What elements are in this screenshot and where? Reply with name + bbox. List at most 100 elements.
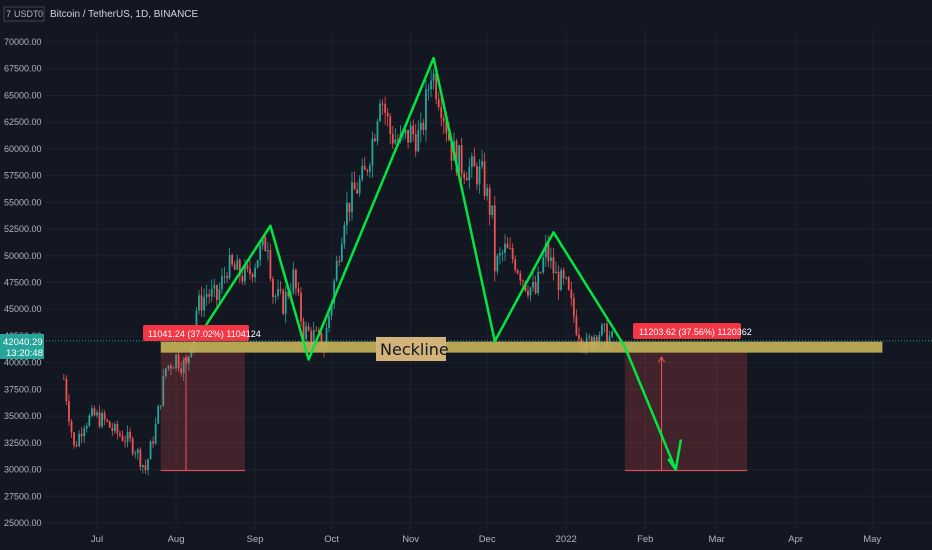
candle-body [598, 335, 601, 343]
candle-body [149, 441, 152, 460]
candle-body [300, 292, 302, 322]
currency-badge[interactable] [3, 6, 45, 22]
x-tick-label: 2022 [556, 534, 577, 545]
candle-body [353, 182, 356, 190]
y-tick-label: 50000.00 [4, 251, 42, 261]
candle-body [445, 121, 448, 134]
candle-body [465, 178, 468, 181]
candle-body [391, 134, 394, 144]
candle-body [113, 423, 116, 432]
candle-body [213, 285, 216, 289]
y-tick-label: 40000.00 [4, 358, 42, 368]
head-and-shoulders-pattern [197, 56, 683, 471]
candle-body [333, 280, 336, 304]
candle-body [261, 236, 264, 246]
candle-body [450, 140, 453, 161]
candle-body [348, 202, 351, 213]
candle-body [552, 257, 555, 274]
candle-body [284, 291, 287, 314]
candle-body [455, 141, 458, 173]
right-measure-label-bg [633, 323, 741, 339]
candle-body [195, 310, 198, 329]
candle-body [62, 378, 65, 380]
candle-body [292, 269, 295, 293]
candle-body [588, 336, 591, 338]
candle-body [85, 425, 88, 429]
candle-body [483, 161, 486, 197]
candle-body [129, 431, 132, 439]
candle-body [516, 270, 519, 274]
currency-prefix: 7 [6, 9, 11, 19]
candle-body [442, 117, 445, 122]
candle-body [368, 165, 371, 172]
candle-body [519, 273, 522, 281]
candle-body [136, 449, 139, 454]
chart-title: Bitcoin / TetherUS, 1D, BINANCE [50, 9, 199, 20]
candle-body [119, 433, 121, 436]
candle-body [511, 248, 514, 260]
candle-body [124, 440, 126, 442]
candle-body [427, 89, 430, 91]
candle-body [269, 250, 272, 279]
candle-body [555, 271, 557, 274]
candle-body [560, 270, 562, 291]
candle-body [317, 330, 320, 333]
candle-body [221, 276, 223, 290]
candle-body [356, 189, 358, 194]
candle-body [80, 433, 83, 437]
candle-body [463, 173, 466, 179]
candle-body [412, 125, 415, 135]
candle-body [251, 273, 254, 278]
candle-body [310, 330, 313, 343]
candle-body [106, 419, 109, 422]
y-axis: 70000.00 67500.00 65000.00 62500.00 60000.00… [4, 37, 42, 528]
candle-body [142, 465, 144, 468]
candle-body [223, 275, 226, 277]
currency-label: USDT [14, 9, 39, 19]
x-tick-label: Aug [168, 534, 185, 545]
candle-body [272, 278, 274, 298]
candle-body [432, 73, 435, 81]
measure-arrow-head [658, 356, 665, 363]
candle-body [228, 254, 231, 279]
candle-body [470, 156, 473, 167]
candle-body [88, 415, 91, 426]
x-tick-label: Sep [247, 534, 264, 545]
candle-body [521, 280, 524, 282]
candle-body [542, 257, 545, 273]
y-tick-label: 52500.00 [4, 224, 42, 234]
candle-body [335, 260, 338, 281]
x-axis: Jul Aug Sep Oct Nov Dec 2022 Feb Mar Apr May [91, 534, 881, 545]
y-tick-label: 32500.00 [4, 438, 42, 448]
candle-body [152, 441, 154, 444]
right-measure-label: 11203.62 (37.56%) 1120362 [639, 327, 752, 337]
candle-body [305, 326, 307, 340]
candle-body [534, 282, 537, 294]
candle-body [386, 112, 389, 117]
candle-body [277, 289, 279, 297]
candle-body [481, 161, 483, 167]
candle-body [437, 99, 440, 108]
candle-body [550, 257, 552, 261]
candle-body [73, 432, 75, 446]
y-tick-label: 57500.00 [4, 171, 42, 181]
candle-body [527, 290, 529, 296]
y-tick-label: 35000.00 [4, 411, 42, 421]
y-tick-label: 27500.00 [4, 491, 42, 501]
candle-body [435, 73, 438, 100]
candle-body [499, 253, 501, 256]
candle-body [371, 138, 374, 166]
y-tick-label: 30000.00 [4, 465, 42, 475]
candle-body [603, 323, 606, 325]
candle-body [343, 224, 346, 245]
pattern-line [197, 56, 677, 471]
candle-body [200, 295, 203, 311]
candle-body [529, 287, 532, 296]
candle-body [103, 413, 106, 420]
current-price-tag [0, 334, 44, 359]
candle-body [440, 107, 443, 118]
candle-body [264, 236, 267, 252]
y-tick-label: 47500.00 [4, 278, 42, 288]
